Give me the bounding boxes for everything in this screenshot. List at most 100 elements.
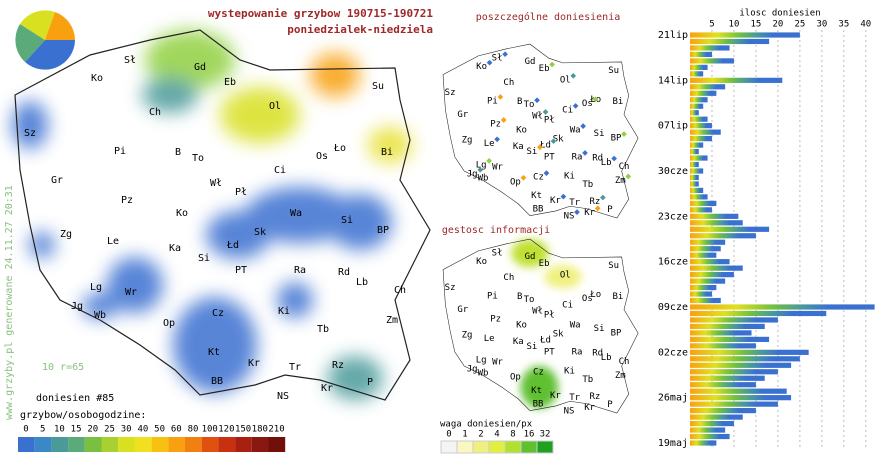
y-tick-label: 21lip — [658, 30, 688, 41]
bar — [690, 129, 721, 135]
legend-swatch — [536, 440, 554, 454]
city-label: Kr — [248, 358, 260, 369]
y-tick-label: 02cze — [658, 347, 688, 358]
city-label: Si — [594, 129, 605, 139]
city-label: Zg — [60, 229, 72, 240]
city-label: Rz — [589, 392, 600, 402]
x-tick-label: 20 — [772, 20, 783, 30]
city-label: Łd — [539, 336, 551, 346]
city-label: Lg — [90, 282, 102, 293]
report-dot — [621, 131, 627, 137]
city-label: Si — [198, 253, 210, 264]
legend-label: 30 — [121, 425, 132, 435]
report-dot — [594, 205, 601, 212]
legend-label: 20 — [87, 425, 98, 435]
bar — [690, 58, 734, 64]
city-label: Ko — [516, 126, 527, 136]
city-label: Ko — [91, 73, 103, 84]
city-label: Sł — [492, 249, 503, 259]
bar — [690, 440, 717, 446]
city-label: Kr — [550, 196, 561, 206]
subtitle: poniedzialek-niedziela — [287, 23, 433, 36]
bar — [690, 375, 765, 381]
city-label: BP — [377, 225, 389, 236]
legend-swatch — [218, 437, 236, 452]
bar — [690, 369, 778, 375]
city-label: Pz — [121, 195, 133, 206]
report-dot — [611, 155, 617, 162]
city-label: Bi — [612, 97, 623, 107]
city-label: Wr — [492, 358, 503, 368]
city-label: Ch — [149, 107, 161, 118]
city-label: Ol — [269, 101, 281, 112]
reports-count: doniesien #85 — [36, 393, 114, 404]
density-legend-title: waga doniesien/px — [440, 420, 533, 430]
bar — [690, 38, 770, 45]
legend-swatch — [68, 437, 85, 452]
city-label: Ka — [513, 142, 524, 152]
report-dot — [580, 123, 586, 129]
city-label: Łd — [226, 240, 239, 251]
city-label: Wł — [532, 307, 543, 317]
bar — [690, 291, 712, 297]
city-label: Lg — [476, 355, 487, 365]
city-label: Zm — [615, 371, 626, 381]
bar — [690, 395, 792, 401]
city-label: Jg — [71, 301, 83, 312]
city-label: To — [524, 100, 535, 110]
y-tick-label: 30cze — [658, 166, 688, 177]
report-dot — [625, 173, 632, 180]
city-label: Ci — [562, 105, 573, 115]
city-label: Lb — [601, 353, 612, 363]
legend-label: 100 — [202, 425, 218, 435]
report-dot — [592, 96, 599, 103]
density-map-title: gestosc informacji — [442, 225, 550, 236]
bar — [690, 97, 708, 103]
city-label: Ko — [476, 257, 487, 267]
city-label: Bi — [381, 147, 393, 158]
city-label: Wb — [478, 174, 489, 184]
legend-swatch — [185, 437, 202, 452]
legend-label: 4 — [494, 430, 499, 440]
bar — [690, 123, 712, 129]
bar — [690, 362, 792, 368]
legend-swatch — [504, 440, 522, 454]
city-label: BP — [611, 134, 622, 144]
city-label: Os — [582, 294, 593, 304]
city-label: Ci — [274, 165, 286, 176]
legend-swatch — [268, 437, 286, 452]
bar — [690, 45, 730, 51]
city-label: Ra — [572, 347, 583, 357]
city-label: Os — [582, 99, 593, 109]
city-label: Bi — [612, 292, 623, 302]
bar — [690, 136, 712, 142]
bar — [690, 239, 726, 245]
city-label: P — [607, 205, 613, 215]
legend-label: 120 — [218, 425, 234, 435]
city-label: Ki — [564, 172, 575, 182]
city-label: Ra — [572, 152, 583, 162]
city-label: Gd — [525, 252, 536, 262]
city-label: Lb — [356, 277, 368, 288]
bar — [690, 90, 717, 96]
city-label: Tr — [569, 198, 580, 208]
report-dot — [600, 194, 606, 201]
legend-swatch — [235, 437, 252, 452]
bar — [690, 213, 739, 219]
pie — [15, 10, 75, 70]
city-label: Su — [608, 66, 619, 76]
legend-title: grzybow/osobogodzine: — [20, 410, 146, 421]
bar — [690, 356, 800, 362]
x-tick-label: 15 — [751, 20, 762, 30]
city-label: Rd — [592, 153, 603, 163]
legend-swatch — [84, 437, 102, 452]
legend-swatch — [472, 440, 490, 454]
city-label: Pł — [544, 116, 555, 126]
title: wystepowanie grzybow 190715-190721 — [208, 7, 434, 20]
city-label: BB — [533, 205, 544, 215]
city-label: Rz — [332, 360, 344, 371]
y-tick-label: 16cze — [658, 257, 688, 268]
city-label: To — [192, 153, 204, 164]
city-label: Pł — [544, 311, 555, 321]
bar — [690, 148, 699, 155]
